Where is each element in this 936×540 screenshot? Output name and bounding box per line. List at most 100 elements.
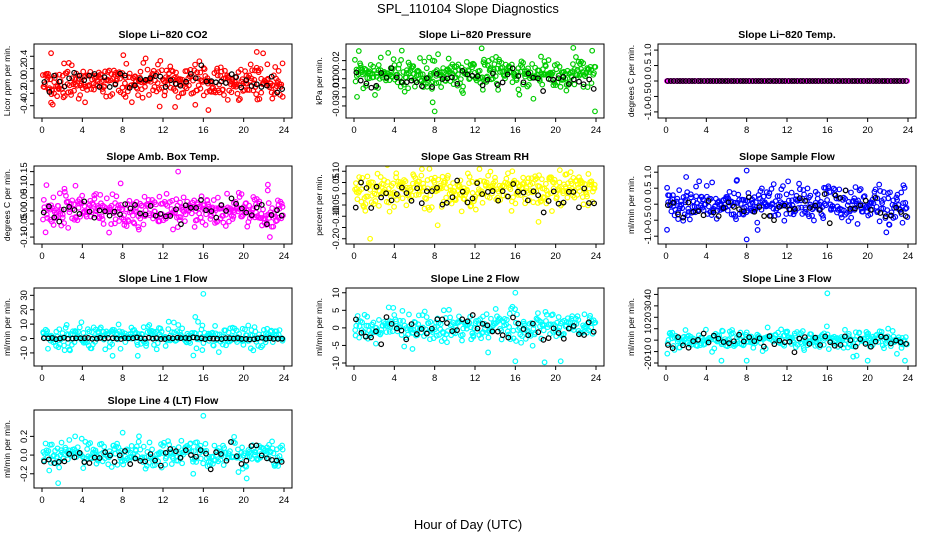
hourly-point <box>357 77 364 84</box>
minute-point <box>901 184 908 191</box>
minute-point <box>532 176 539 183</box>
hourly-point <box>710 209 717 216</box>
x-tick-label: 8 <box>120 125 125 136</box>
minute-point <box>788 189 795 196</box>
hourly-point <box>223 457 230 464</box>
minute-point <box>766 190 773 197</box>
hourly-point <box>812 334 819 341</box>
minute-point <box>364 313 371 320</box>
minute-point <box>138 79 145 86</box>
hourly-point <box>101 74 108 81</box>
hourly-point <box>866 78 873 84</box>
minute-point <box>681 211 688 218</box>
minute-point <box>146 322 153 328</box>
hourly-point <box>162 83 169 90</box>
outlier-point <box>253 49 260 55</box>
hourly-point <box>701 78 708 84</box>
x-tick-label: 20 <box>550 373 561 384</box>
minute-point <box>855 197 861 204</box>
x-tick-label: 8 <box>120 251 125 262</box>
minute-point <box>197 455 204 462</box>
y-axis-label: Licor ppm per min. <box>2 46 12 116</box>
hourly-point <box>530 188 537 195</box>
hourly-point <box>900 78 906 84</box>
hourly-point <box>167 77 174 84</box>
x-tick-label: 20 <box>862 125 873 136</box>
hourly-point <box>891 78 897 84</box>
minute-point <box>279 93 286 100</box>
minute-point <box>488 315 494 322</box>
hourly-point <box>837 342 844 348</box>
hourly-point <box>71 454 78 461</box>
minute-point <box>178 437 185 444</box>
hourly-point <box>127 461 134 467</box>
hourly-point <box>197 447 204 454</box>
minute-point <box>894 196 900 203</box>
minute-point <box>435 79 442 86</box>
x-tick-label: 16 <box>510 251 521 262</box>
minute-point <box>460 83 466 90</box>
hourly-point <box>45 456 52 463</box>
panel-8: Slope Line 2 Flow ml/min per min. 0 4 8 12 16 2… <box>314 273 605 384</box>
minute-point <box>72 433 79 440</box>
outlier-point <box>743 357 750 364</box>
hourly-point <box>761 213 768 219</box>
minute-point <box>122 93 129 100</box>
minute-point <box>192 101 199 108</box>
minute-point <box>181 218 188 225</box>
minute-point <box>269 95 276 102</box>
hourly-point <box>590 85 597 92</box>
hourly-point <box>746 334 753 341</box>
minute-point <box>203 447 210 454</box>
hourly-point <box>690 208 697 215</box>
hourly-point <box>258 84 265 90</box>
hourly-point <box>524 197 531 204</box>
hourly-point <box>251 336 258 343</box>
minute-point <box>135 438 142 445</box>
minute-point <box>459 337 465 344</box>
hourly-point <box>888 340 894 347</box>
minute-point <box>374 170 381 177</box>
minute-point <box>525 82 532 88</box>
minute-point <box>749 199 756 206</box>
minute-point <box>142 83 148 90</box>
minute-point <box>244 223 251 230</box>
hourly-point <box>126 84 133 91</box>
x-tick-label: 0 <box>39 125 44 136</box>
minute-point <box>242 68 249 75</box>
hourly-point <box>550 76 557 83</box>
hourly-point <box>403 79 410 86</box>
x-tick-label: 20 <box>550 125 561 136</box>
hourly-point <box>238 84 245 91</box>
minute-point <box>123 60 130 67</box>
minute-point <box>69 328 76 335</box>
hourly-point <box>81 459 88 465</box>
minute-point <box>440 330 447 337</box>
minute-point <box>362 201 369 208</box>
x-tick-label: 12 <box>782 125 793 136</box>
hourly-point <box>238 460 245 467</box>
outlier-point <box>743 236 750 243</box>
outlier-point <box>864 357 871 364</box>
minute-point <box>510 327 517 334</box>
minute-point <box>241 450 248 457</box>
minute-point <box>76 324 83 331</box>
outlier-point <box>592 108 598 115</box>
minute-point <box>146 439 153 446</box>
hourly-point <box>142 335 148 342</box>
hourly-point <box>474 73 481 79</box>
minute-point <box>427 319 434 325</box>
minute-point <box>243 463 250 470</box>
minute-point <box>268 89 275 96</box>
hourly-point <box>499 79 506 86</box>
minute-point <box>398 57 404 63</box>
minute-point <box>200 460 207 467</box>
minute-point <box>378 329 384 336</box>
hourly-point <box>117 211 123 218</box>
hourly-point <box>233 74 240 81</box>
points-group <box>664 290 910 364</box>
minute-point <box>826 189 833 195</box>
hourly-point <box>190 334 197 341</box>
minute-point <box>250 205 257 212</box>
minute-point <box>540 194 547 200</box>
